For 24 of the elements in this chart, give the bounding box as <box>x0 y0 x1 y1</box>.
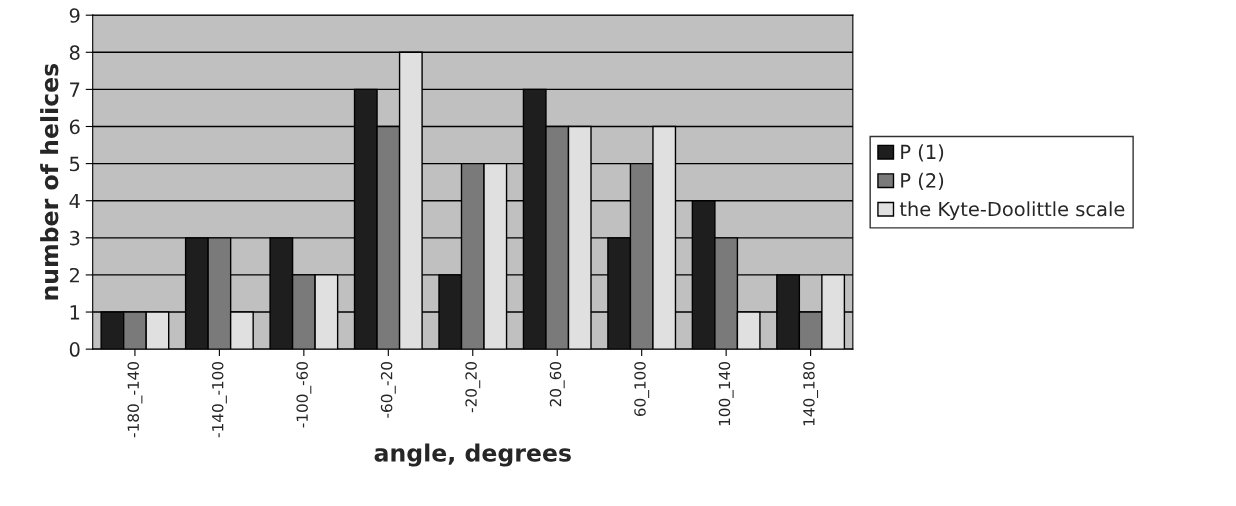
x-tick-label: 60_100 <box>634 361 650 417</box>
x-tick-label: -140_-100 <box>211 361 227 438</box>
x-tick-label: -60_-20 <box>380 361 396 418</box>
y-tick-label: 2 <box>69 267 79 283</box>
x-tick-label: -20_20 <box>465 361 481 413</box>
y-tick-label: 3 <box>70 230 80 246</box>
legend-label: the Kyte-Doolittle scale <box>899 201 1125 221</box>
x-axis-title: angle, degrees <box>374 443 571 467</box>
y-tick-label: 8 <box>69 45 80 60</box>
legend-label: P (2) <box>901 172 944 191</box>
y-tick-label: 5 <box>70 156 80 172</box>
x-tick-label: 140_180 <box>803 361 819 426</box>
y-tick-label: 0 <box>69 342 80 357</box>
legend-label: P (1) <box>901 144 944 162</box>
y-axis-title: number of helices <box>40 63 59 300</box>
y-tick-label: 7 <box>70 82 80 97</box>
x-tick-label: -100_-60 <box>296 361 312 428</box>
y-tick-label: 6 <box>69 119 80 135</box>
x-tick-label: 100_140 <box>718 361 734 426</box>
y-tick-label: 4 <box>69 193 80 209</box>
x-tick-label: -180_-140 <box>127 361 143 438</box>
x-tick-label: 20_60 <box>549 361 565 407</box>
y-tick-label: 1 <box>70 305 80 320</box>
y-tick-label: 9 <box>69 8 80 23</box>
